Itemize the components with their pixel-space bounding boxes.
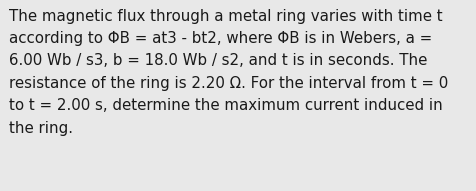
Text: The magnetic flux through a metal ring varies with time t
according to ΦB = at3 : The magnetic flux through a metal ring v… bbox=[9, 9, 447, 136]
